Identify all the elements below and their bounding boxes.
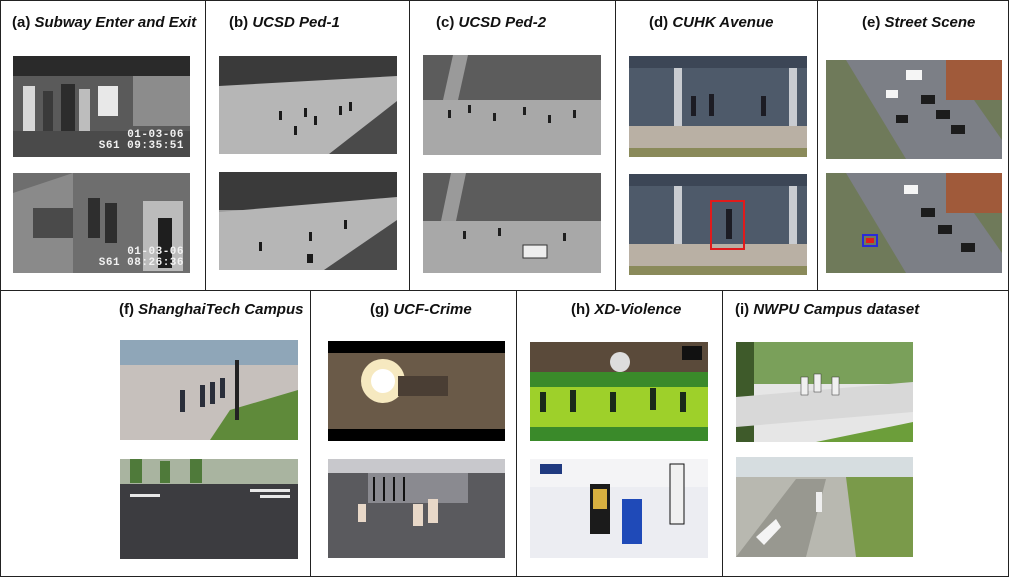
subway-frame-bottom: 01-03-06 S61 08:26:36 — [13, 173, 190, 273]
street-scene-frame-bottom — [826, 173, 1002, 273]
subway-frame-top: 01-03-06 S61 09:35:51 — [13, 56, 190, 157]
shanghaitech-frame-bottom — [120, 459, 298, 559]
row-divider — [0, 290, 1009, 291]
shanghaitech-frame-top — [120, 340, 298, 440]
ucsd-ped2-frame-top — [423, 55, 601, 155]
panel-i-caption: (i) NWPU Campus dataset — [735, 301, 920, 318]
col-divider — [817, 0, 818, 290]
col-divider — [722, 290, 723, 577]
panel-g-caption: (g) UCF-Crime — [370, 301, 472, 318]
col-divider — [409, 0, 410, 290]
col-divider — [310, 290, 311, 577]
ucf-crime-frame-top — [328, 341, 505, 441]
xd-violence-frame-top — [530, 342, 708, 441]
ucf-crime-frame-bottom — [328, 459, 505, 558]
ucsd-ped1-frame-top — [219, 56, 397, 154]
xd-violence-frame-bottom — [530, 459, 708, 558]
col-divider — [516, 290, 517, 577]
panel-b-caption: (b) UCSD Ped-1 — [229, 14, 340, 31]
panel-d-caption: (d) CUHK Avenue — [649, 14, 774, 31]
col-divider — [615, 0, 616, 290]
nwpu-campus-frame-bottom — [736, 457, 913, 557]
panel-f-caption: (f) ShanghaiTech Campus — [119, 301, 304, 318]
nwpu-campus-frame-top — [736, 342, 913, 442]
timestamp: 01-03-06 S61 08:26:36 — [98, 246, 184, 269]
cuhk-avenue-frame-bottom — [629, 174, 807, 275]
panel-c-caption: (c) UCSD Ped-2 — [436, 14, 547, 31]
timestamp: 01-03-06 S61 09:35:51 — [98, 129, 184, 152]
panel-a-caption: (a) Subway Enter and Exit — [12, 14, 197, 31]
ucsd-ped2-frame-bottom — [423, 173, 601, 273]
ucsd-ped1-frame-bottom — [219, 172, 397, 270]
cuhk-avenue-frame-top — [629, 56, 807, 157]
street-scene-frame-top — [826, 60, 1002, 159]
panel-e-caption: (e) Street Scene — [862, 14, 976, 31]
col-divider — [205, 0, 206, 290]
panel-h-caption: (h) XD-Violence — [571, 301, 682, 318]
